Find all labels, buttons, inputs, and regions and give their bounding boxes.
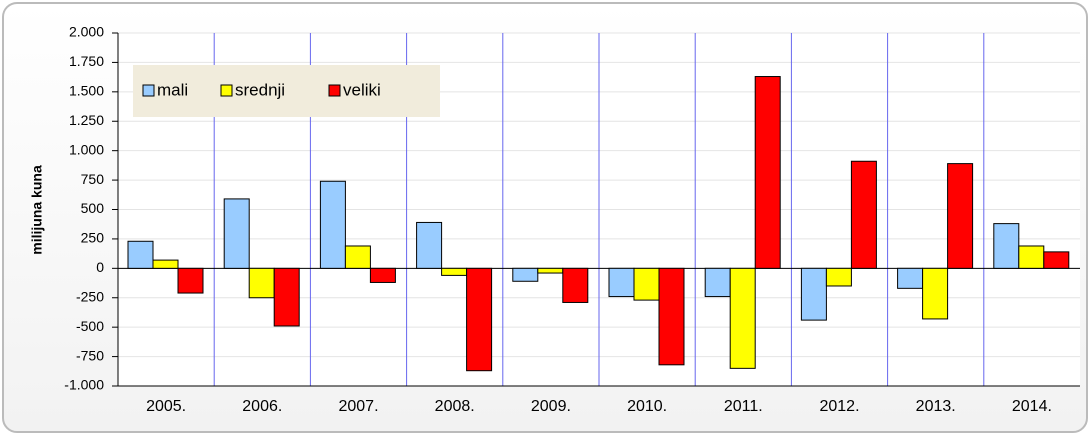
x-tick-label: 2006. bbox=[242, 398, 282, 415]
y-tick-label: 750 bbox=[81, 171, 105, 187]
bar bbox=[319, 180, 346, 269]
bar bbox=[729, 267, 756, 369]
bar bbox=[223, 198, 250, 269]
bar bbox=[152, 259, 179, 269]
y-tick-label: -250 bbox=[76, 288, 104, 304]
bar bbox=[850, 160, 877, 269]
y-tick-label: 250 bbox=[81, 230, 105, 246]
y-tick-label: -1.000 bbox=[64, 377, 104, 393]
x-tick-label: 2009. bbox=[531, 398, 571, 415]
x-tick-label: 2013. bbox=[916, 398, 956, 415]
legend-swatch bbox=[220, 84, 233, 97]
bar bbox=[633, 267, 660, 301]
x-tick-label: 2007. bbox=[338, 398, 378, 415]
bar bbox=[658, 267, 685, 366]
bar bbox=[537, 267, 564, 274]
bar bbox=[993, 223, 1020, 269]
legend-label: mali bbox=[157, 80, 188, 99]
y-axis-label: milijuna kuna bbox=[29, 165, 45, 255]
y-tick-label: 1.750 bbox=[69, 53, 104, 69]
bar bbox=[897, 267, 924, 289]
y-tick-label: 0 bbox=[96, 259, 104, 275]
bar bbox=[441, 267, 468, 276]
y-tick-label: 1.000 bbox=[69, 141, 104, 157]
bar bbox=[512, 267, 539, 282]
bar bbox=[947, 163, 974, 269]
y-tick-label: 500 bbox=[81, 200, 105, 216]
y-tick-label: 2.000 bbox=[69, 24, 104, 40]
bar bbox=[800, 267, 827, 321]
y-tick-label: 1.250 bbox=[69, 112, 104, 128]
bar bbox=[1018, 245, 1045, 269]
bar bbox=[416, 221, 443, 269]
bar bbox=[562, 267, 589, 303]
x-tick-label: 2005. bbox=[146, 398, 186, 415]
x-tick-label: 2011. bbox=[724, 398, 763, 415]
y-tick-label: -750 bbox=[76, 347, 104, 363]
bar bbox=[608, 267, 635, 298]
bar bbox=[922, 267, 949, 320]
x-tick-label: 2012. bbox=[819, 398, 859, 415]
bar bbox=[825, 267, 852, 287]
legend-swatch bbox=[142, 84, 155, 97]
y-tick-label: 1.500 bbox=[69, 83, 104, 99]
legend-label: veliki bbox=[343, 80, 381, 99]
bar bbox=[1043, 251, 1070, 269]
bar bbox=[754, 76, 781, 269]
legend-swatch bbox=[328, 84, 341, 97]
x-tick-label: 2008. bbox=[435, 398, 475, 415]
bar bbox=[273, 267, 300, 327]
bar bbox=[704, 267, 731, 298]
bar bbox=[248, 267, 275, 299]
bar bbox=[369, 267, 396, 283]
legend bbox=[133, 65, 440, 117]
x-tick-label: 2010. bbox=[627, 398, 667, 415]
x-tick-label: 2014. bbox=[1012, 398, 1052, 415]
bar bbox=[177, 267, 204, 294]
y-tick-label: -500 bbox=[76, 318, 104, 334]
bar bbox=[466, 267, 493, 372]
legend-label: srednji bbox=[235, 80, 285, 99]
bar bbox=[127, 240, 154, 269]
bar bbox=[344, 245, 371, 269]
